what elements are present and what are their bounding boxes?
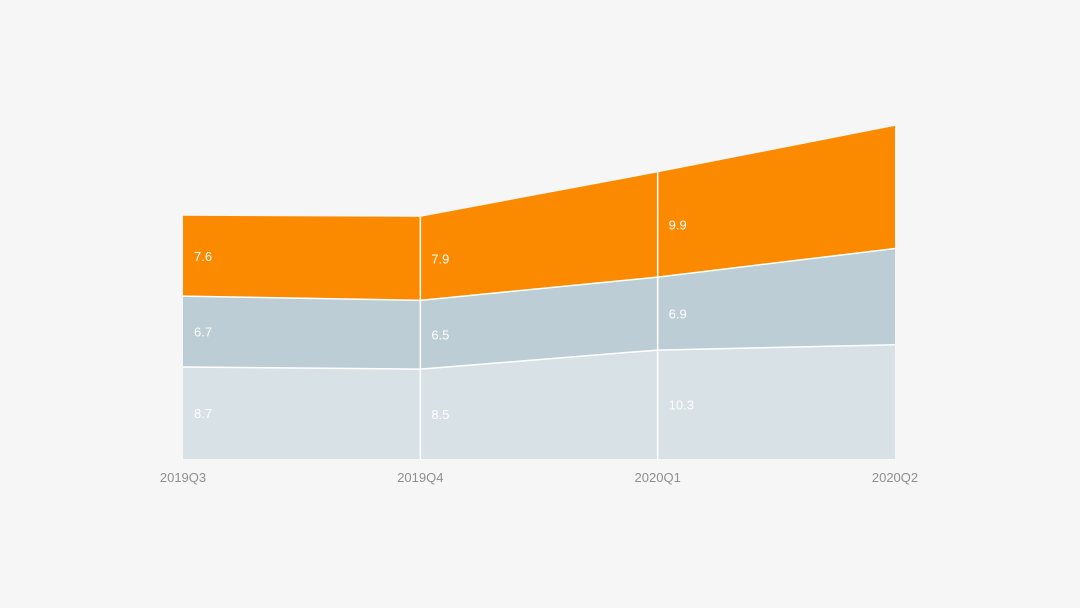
data-label-series-3-2020Q1: 9.9 <box>669 218 687 233</box>
data-label-series-3-2019Q4: 7.9 <box>431 252 449 267</box>
area-series-3 <box>183 125 895 301</box>
layer-boundary-1 <box>182 344 896 370</box>
data-label-series-2-2019Q4: 6.5 <box>431 328 449 343</box>
data-label-series-2-2019Q3: 6.7 <box>194 325 212 340</box>
data-label-series-1-2019Q4: 8.5 <box>431 407 449 422</box>
data-label-series-1-2020Q1: 10.3 <box>669 398 694 413</box>
divider-layer <box>182 172 896 459</box>
area-layer <box>183 125 895 459</box>
x-axis: 2019Q3 2019Q4 2020Q1 2020Q2 <box>160 470 918 485</box>
data-label-series-1-2019Q3: 8.7 <box>194 406 212 421</box>
x-tick-label-2020Q2: 2020Q2 <box>872 470 918 485</box>
x-tick-label-2019Q4: 2019Q4 <box>397 470 443 485</box>
data-label-series-2-2020Q1: 6.9 <box>669 307 687 322</box>
layer-boundary-2 <box>182 247 896 302</box>
area-series-1 <box>183 344 895 459</box>
data-label-series-3-2019Q3: 7.6 <box>194 249 212 264</box>
x-tick-label-2019Q3: 2019Q3 <box>160 470 206 485</box>
area-series-2 <box>183 248 895 370</box>
x-tick-label-2020Q1: 2020Q1 <box>635 470 681 485</box>
data-label-layer: 8.7 8.5 10.3 6.7 6.5 6.9 7.6 7.9 9.9 <box>194 218 694 422</box>
